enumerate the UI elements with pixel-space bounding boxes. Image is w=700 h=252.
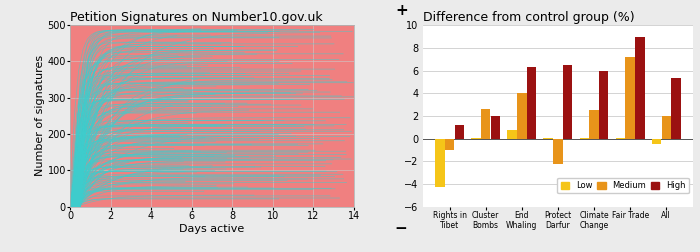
Bar [635, 37, 645, 139]
Bar [508, 130, 517, 139]
Bar [435, 139, 444, 187]
Bar [481, 109, 491, 139]
Bar [527, 67, 536, 139]
Text: −: − [395, 221, 407, 236]
Text: +: + [395, 3, 407, 18]
Bar [445, 139, 454, 150]
Legend: Low, Medium, High: Low, Medium, High [557, 178, 689, 193]
Bar [471, 138, 481, 139]
Bar [589, 110, 598, 139]
Bar [580, 138, 589, 139]
X-axis label: Days active: Days active [179, 224, 244, 234]
Bar [491, 116, 500, 139]
Bar [626, 57, 635, 139]
Bar [543, 138, 553, 139]
Bar [662, 116, 671, 139]
Bar [652, 139, 662, 144]
Bar [517, 93, 526, 139]
Bar [553, 139, 563, 164]
Bar [599, 71, 608, 139]
Text: Difference from control group (%): Difference from control group (%) [423, 11, 634, 24]
Bar [563, 65, 573, 139]
Y-axis label: Number of signatures: Number of signatures [34, 55, 45, 176]
Bar [454, 125, 464, 139]
Bar [616, 138, 625, 139]
Text: Petition Signatures on Number10.gov.uk: Petition Signatures on Number10.gov.uk [70, 11, 323, 24]
Bar [671, 79, 680, 139]
